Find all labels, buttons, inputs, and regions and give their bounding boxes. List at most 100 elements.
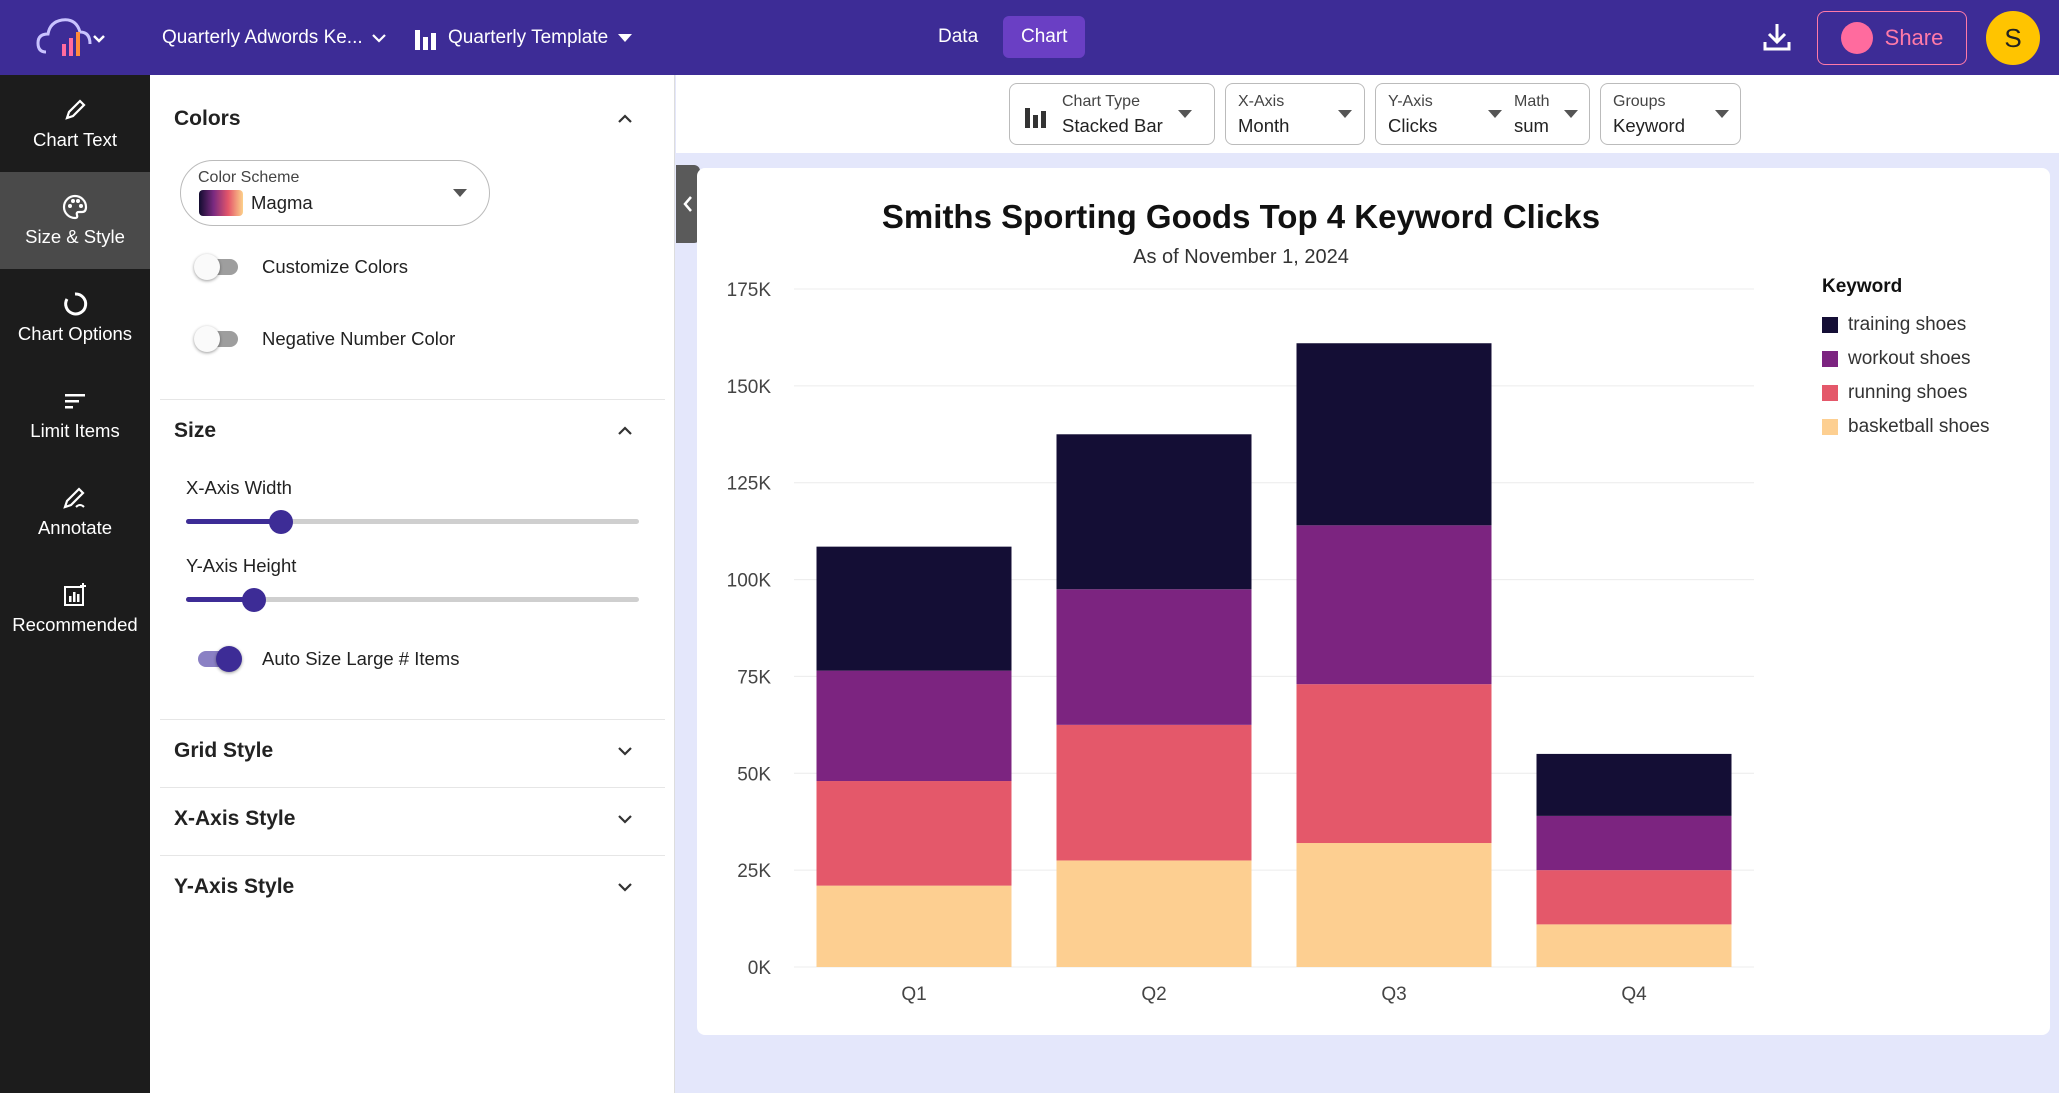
legend-swatch [1822,419,1838,435]
auto-size-label: Auto Size Large # Items [262,648,460,669]
nav-label: Size & Style [25,225,125,247]
chevron-up-icon [618,114,632,123]
user-avatar[interactable]: S [1986,11,2040,65]
chevron-down-icon [371,33,386,43]
x-axis-width-slider[interactable] [186,507,639,535]
nav-chart-text[interactable]: Chart Text [0,75,150,172]
legend-item[interactable]: basketball shoes [1822,410,1990,444]
bar-segment[interactable] [1296,525,1492,685]
negative-color-toggle[interactable] [194,324,242,354]
caret-down-icon [1564,110,1578,118]
tab-chart[interactable]: Chart [1003,16,1086,58]
bar-segment[interactable] [1536,924,1732,967]
colors-section-header[interactable]: Colors [174,107,634,131]
bar-chart-icon [415,29,436,50]
top-bar: Quarterly Adwords Ke... Quarterly Templa… [0,0,2059,75]
legend-swatch [1822,385,1838,401]
nav-limit-items[interactable]: Limit Items [0,366,150,463]
bar-segment[interactable] [1536,753,1732,816]
collapse-panel-button[interactable] [676,165,700,243]
grid-style-section-header[interactable]: Grid Style [174,739,634,763]
bar-segment[interactable] [1056,724,1252,861]
section-title: Colors [174,107,241,130]
x-axis-select[interactable]: X-Axis Month [1225,83,1365,145]
slider-thumb[interactable] [241,588,266,612]
x-axis-value: Month [1238,115,1290,136]
share-label: Share [1884,25,1944,50]
chart-title[interactable]: Smiths Sporting Goods Top 4 Keyword Clic… [881,198,1601,235]
lines-icon [65,393,85,408]
divider [160,719,665,720]
bar-segment[interactable] [1536,870,1732,925]
size-section-header[interactable]: Size [174,419,634,443]
stacked-bar-chart: 0K 25K 50K 75K 100K 125K 150K 175K Q1 Q2 Q3 Q4 [727,280,1754,1005]
y-axis-height-slider[interactable] [186,585,639,613]
bar-segment[interactable] [816,781,1012,886]
customize-colors-label: Customize Colors [262,256,408,277]
y-axis-style-section-header[interactable]: Y-Axis Style [174,875,634,899]
chevron-down-icon [618,747,632,756]
nav-size-style[interactable]: Size & Style [0,172,150,269]
template-name: Quarterly Template [448,26,609,48]
nav-label: Annotate [37,516,113,538]
chart-plus-icon [64,582,86,606]
y-tick-label: 25K [737,861,771,882]
bar-segment[interactable] [1056,860,1252,967]
y-tick-label: 50K [737,764,771,785]
color-scheme-select[interactable]: Color Scheme Magma [180,160,490,226]
bar-segment[interactable] [1056,434,1252,590]
legend-item[interactable]: training shoes [1822,308,1990,342]
customize-colors-toggle[interactable] [194,252,242,282]
x-axis-width-label: X-Axis Width [186,477,292,498]
section-title: Size [174,419,217,442]
legend-title: Keyword [1822,276,1903,297]
chevron-up-icon [618,426,632,435]
divider [160,399,665,400]
nav-label: Chart Options [17,322,133,344]
legend-item[interactable]: workout shoes [1822,342,1990,376]
bar-segment[interactable] [1296,684,1492,844]
math-value: sum [1514,115,1549,136]
template-menu[interactable]: Quarterly Template [414,0,633,75]
cloud-chart-logo-icon[interactable] [36,12,108,64]
auto-size-toggle[interactable] [194,644,242,674]
download-icon[interactable] [1760,20,1794,54]
bar-segment[interactable] [1536,815,1732,871]
bar-segment[interactable] [816,885,1012,967]
nav-chart-options[interactable]: Chart Options [0,269,150,366]
bar-segment[interactable] [816,546,1012,671]
y-tick-label: 125K [727,474,772,495]
chart-subtitle[interactable]: As of November 1, 2024 [1133,246,1349,268]
chart-type-label: Chart Type [1062,93,1140,110]
share-button[interactable]: Share [1817,11,1967,65]
document-menu[interactable]: Quarterly Adwords Ke... [162,0,387,75]
legend-label: basketball shoes [1848,416,1990,437]
tab-data[interactable]: Data [938,26,979,47]
nav-annotate[interactable]: Annotate [0,463,150,560]
legend-swatch [1822,351,1838,367]
caret-down-icon [618,33,633,42]
document-name: Quarterly Adwords Ke... [162,26,363,48]
auto-size-row: Auto Size Large # Items [194,644,459,674]
bar-segment[interactable] [1056,589,1252,725]
math-label: Math [1514,93,1550,110]
legend-swatch [1822,317,1838,333]
left-nav: Chart Text Size & Style Chart Options Li… [0,75,150,1093]
chevron-down-icon [618,815,632,824]
bar-segment[interactable] [1296,843,1492,967]
legend-label: workout shoes [1848,348,1971,369]
caret-down-icon [453,189,467,197]
x-axis-style-section-header[interactable]: X-Axis Style [174,807,634,831]
color-scheme-label: Color Scheme [198,169,300,186]
nav-recommended[interactable]: Recommended [0,560,150,657]
chart-legend: Keyword training shoes workout shoes runni… [1822,276,1990,444]
slider-thumb[interactable] [269,510,294,534]
chart-type-select[interactable]: Chart Type Stacked Bar [1009,83,1215,145]
legend-item[interactable]: running shoes [1822,376,1990,410]
chevron-left-icon [683,196,692,212]
bar-segment[interactable] [1296,343,1492,526]
section-title: Y-Axis Style [174,875,295,898]
bar-segment[interactable] [816,670,1012,782]
y-axis-select[interactable]: Y-Axis Clicks Math sum [1375,83,1590,145]
groups-select[interactable]: Groups Keyword [1600,83,1741,145]
